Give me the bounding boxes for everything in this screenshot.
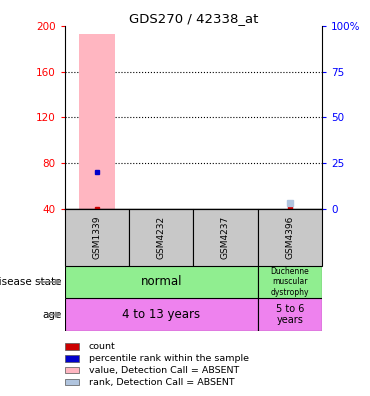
Text: GSM4396: GSM4396 — [285, 215, 294, 259]
Text: disease state: disease state — [0, 277, 61, 287]
Text: GSM1339: GSM1339 — [92, 215, 101, 259]
Bar — [194, 209, 258, 266]
Title: GDS270 / 42338_at: GDS270 / 42338_at — [129, 11, 258, 25]
Text: GSM4237: GSM4237 — [221, 215, 230, 259]
Bar — [65, 209, 129, 266]
Bar — [258, 298, 322, 331]
Text: 4 to 13 years: 4 to 13 years — [122, 308, 200, 321]
Text: age: age — [42, 310, 61, 320]
Bar — [79, 34, 115, 209]
Text: value, Detection Call = ABSENT: value, Detection Call = ABSENT — [89, 366, 239, 375]
Bar — [129, 209, 194, 266]
Text: 5 to 6
years: 5 to 6 years — [276, 304, 304, 326]
Text: rank, Detection Call = ABSENT: rank, Detection Call = ABSENT — [89, 378, 235, 386]
Bar — [65, 298, 258, 331]
Text: Duchenne
muscular
dystrophy: Duchenne muscular dystrophy — [270, 267, 309, 297]
Bar — [65, 266, 258, 298]
Bar — [258, 209, 322, 266]
Bar — [258, 266, 322, 298]
Text: GSM4232: GSM4232 — [157, 216, 166, 259]
Text: normal: normal — [141, 276, 182, 288]
Text: count: count — [89, 342, 115, 351]
Text: percentile rank within the sample: percentile rank within the sample — [89, 354, 249, 363]
